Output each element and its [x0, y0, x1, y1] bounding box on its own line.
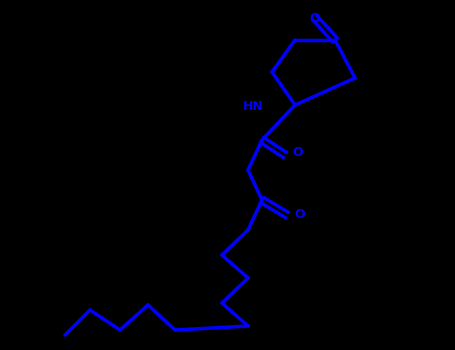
Text: O: O	[310, 12, 320, 24]
Text: O: O	[293, 147, 303, 160]
Text: O: O	[295, 208, 305, 220]
Text: HN: HN	[243, 100, 264, 113]
